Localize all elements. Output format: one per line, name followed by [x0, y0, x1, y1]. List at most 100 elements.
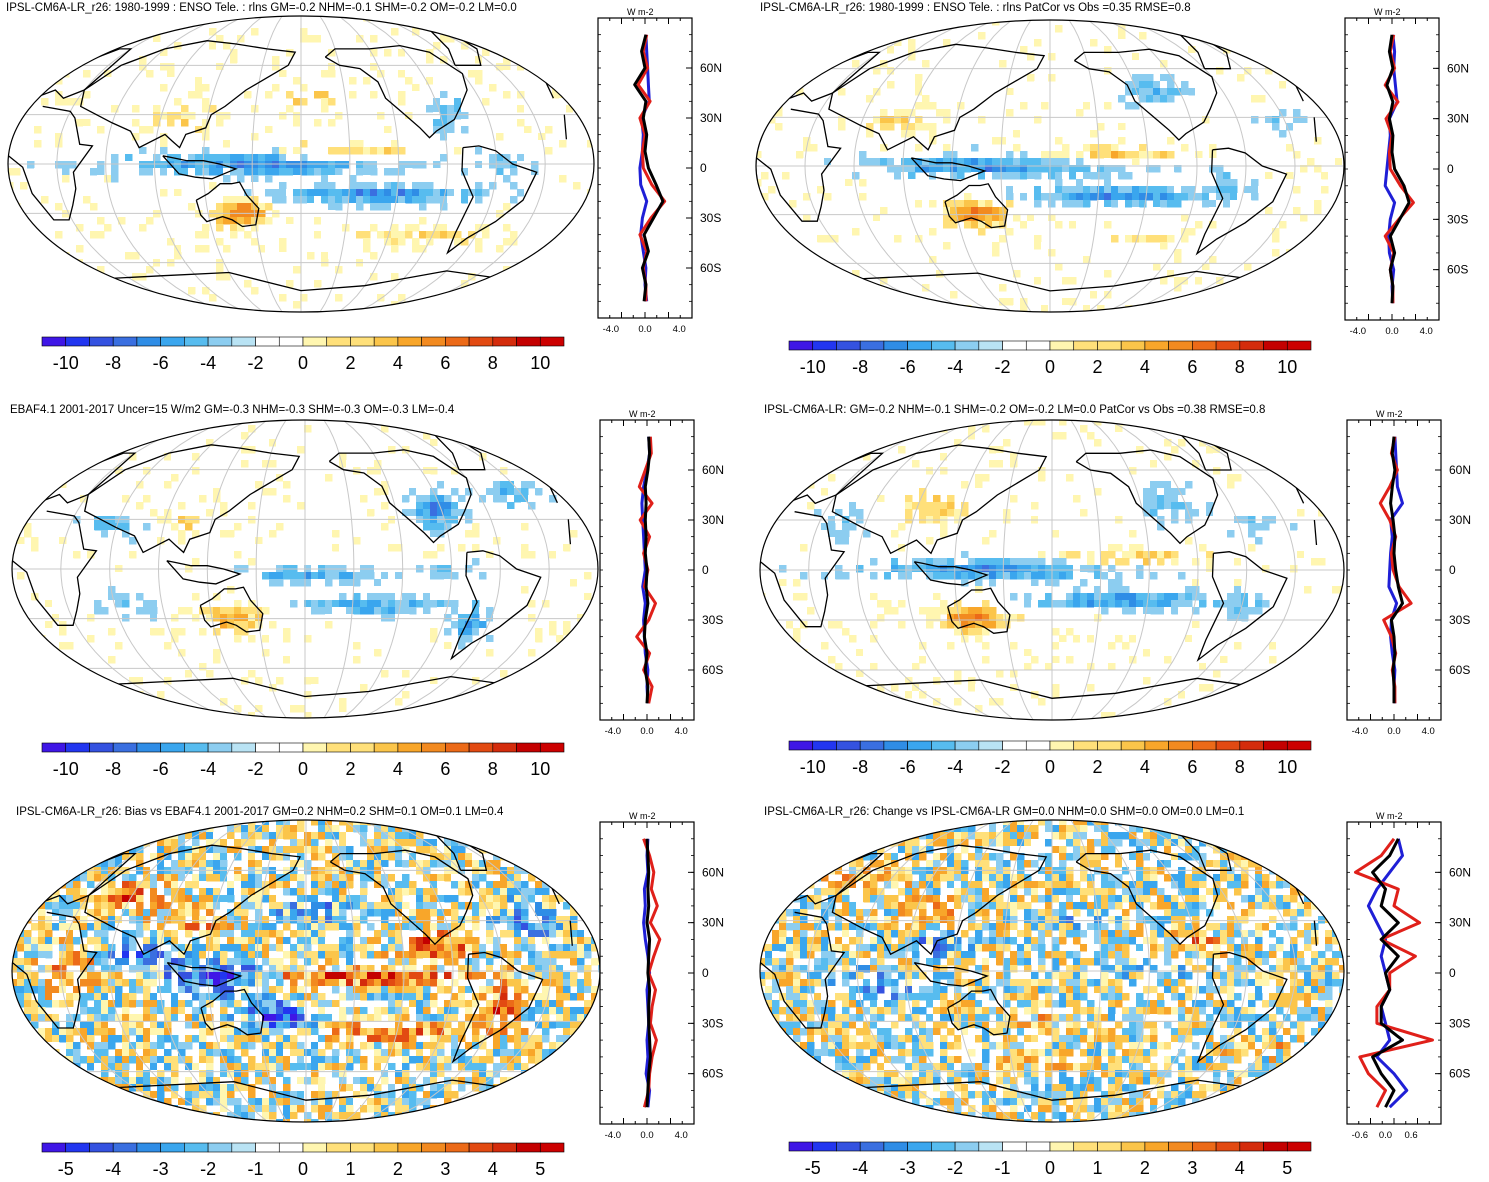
colorbar-label: 2	[345, 759, 355, 779]
colorbar-swatch	[89, 1143, 113, 1152]
colorbar-label: 0	[298, 759, 308, 779]
colorbar-label: 4	[393, 353, 403, 373]
colorbar-label: 4	[1235, 1158, 1245, 1178]
colorbar-label: 8	[1235, 357, 1245, 377]
profile-lat-label: 60S	[702, 663, 723, 677]
colorbar-swatch	[860, 1142, 884, 1151]
colorbar-swatch	[398, 337, 422, 346]
colorbar-swatch	[955, 341, 979, 350]
colorbar-swatch	[1287, 341, 1311, 350]
map	[6, 14, 596, 314]
colorbar-swatch	[813, 741, 837, 750]
colorbar-swatch	[1026, 741, 1050, 750]
profile-units: W m-2	[1374, 7, 1401, 17]
colorbar-swatch	[1240, 741, 1264, 750]
colorbar-label: -3	[153, 1159, 169, 1179]
panel-title: IPSL-CM6A-LR_r26: 1980-1999 : ENSO Tele.…	[6, 2, 517, 14]
colorbar-swatch	[517, 337, 541, 346]
colorbar-swatch	[161, 743, 185, 752]
colorbar-swatch	[1264, 741, 1288, 750]
panel-title: IPSL-CM6A-LR_r26: Bias vs EBAF4.1 2001-2…	[16, 806, 503, 818]
colorbar-label: -2	[248, 759, 264, 779]
profile-lat-label: 30S	[702, 613, 723, 627]
panel-title: IPSL-CM6A-LR_r26: Change vs IPSL-CM6A-LR…	[764, 806, 1244, 818]
colorbar-label: 0	[1045, 757, 1055, 777]
profile-xtick-label: 0.0	[1387, 726, 1400, 736]
colorbar-swatch	[979, 1142, 1003, 1151]
profile-lat-label: 60S	[700, 261, 721, 275]
colorbar-swatch	[161, 1143, 185, 1152]
profile-lat-label: 30N	[1449, 513, 1471, 527]
colorbar-label: 4	[1140, 357, 1150, 377]
profile-lat-label: 0	[1449, 563, 1456, 577]
colorbar-swatch	[1003, 741, 1027, 750]
colorbar-swatch	[931, 341, 955, 350]
colorbar-swatch	[184, 743, 208, 752]
colorbar-swatch	[113, 337, 137, 346]
profile-xtick-label: 0.6	[1404, 1130, 1417, 1140]
profile-lat-label: 30N	[1449, 916, 1471, 930]
colorbar-swatch	[540, 743, 564, 752]
colorbar-swatch	[1264, 341, 1288, 350]
colorbar-swatch	[303, 1143, 327, 1152]
colorbar-label: 5	[1282, 1158, 1292, 1178]
colorbar-swatch	[113, 1143, 137, 1152]
profile-units: W m-2	[1376, 811, 1403, 821]
colorbar-swatch	[327, 337, 351, 346]
colorbar-swatch	[398, 1143, 422, 1152]
colorbar-swatch	[860, 341, 884, 350]
colorbar-swatch	[517, 743, 541, 752]
profile-xtick-label: 0.0	[640, 1130, 653, 1140]
colorbar-swatch	[256, 337, 280, 346]
profile-lat-label: 30N	[702, 916, 724, 930]
profile-units: W m-2	[629, 409, 656, 419]
colorbar-swatch	[256, 743, 280, 752]
colorbar-swatch	[884, 341, 908, 350]
profile-lat-label: 30S	[1449, 1016, 1470, 1030]
colorbar-swatch	[1026, 1142, 1050, 1151]
colorbar-label: -8	[852, 357, 868, 377]
colorbar-swatch	[89, 743, 113, 752]
colorbar-label: -1	[248, 1159, 264, 1179]
colorbar-swatch	[1287, 1142, 1311, 1151]
colorbar-swatch	[137, 1143, 161, 1152]
colorbar-swatch	[493, 743, 517, 752]
colorbar-swatch	[256, 1143, 280, 1152]
profile-xtick-label: 0.0	[1379, 1130, 1392, 1140]
profile-xtick-label: -4.0	[603, 324, 619, 334]
colorbar-swatch	[422, 1143, 446, 1152]
colorbar-swatch	[1264, 1142, 1288, 1151]
colorbar-swatch	[445, 743, 469, 752]
panel-title: IPSL-CM6A-LR_r26: 1980-1999 : ENSO Tele.…	[760, 2, 1191, 14]
colorbar-swatch	[1003, 1142, 1027, 1151]
colorbar-swatch	[789, 1142, 813, 1151]
colorbar-label: -8	[105, 353, 121, 373]
colorbar-label: -3	[900, 1158, 916, 1178]
profile-xtick-label: -0.6	[1352, 1130, 1368, 1140]
colorbar-swatch	[1074, 341, 1098, 350]
colorbar-swatch	[1192, 341, 1216, 350]
profile-lat-label: 0	[702, 966, 709, 980]
colorbar-swatch	[1050, 341, 1074, 350]
colorbar-swatch	[1216, 741, 1240, 750]
colorbar-swatch	[303, 743, 327, 752]
colorbar-label: 4	[1140, 757, 1150, 777]
colorbar-swatch	[540, 1143, 564, 1152]
colorbar-label: 2	[1140, 1158, 1150, 1178]
colorbar-label: 2	[1092, 757, 1102, 777]
profile-xtick-label: 4.0	[675, 1130, 688, 1140]
colorbar-label: 3	[440, 1159, 450, 1179]
profile-xtick-label: -4.0	[1350, 326, 1366, 336]
profile-xtick-label: 4.0	[1422, 726, 1435, 736]
colorbar-label: -2	[995, 757, 1011, 777]
colorbar-label: -2	[947, 1158, 963, 1178]
colorbar-swatch	[89, 337, 113, 346]
colorbar-swatch	[279, 1143, 303, 1152]
colorbar-swatch	[908, 1142, 932, 1151]
colorbar-swatch	[327, 1143, 351, 1152]
colorbar-label: -4	[852, 1158, 868, 1178]
